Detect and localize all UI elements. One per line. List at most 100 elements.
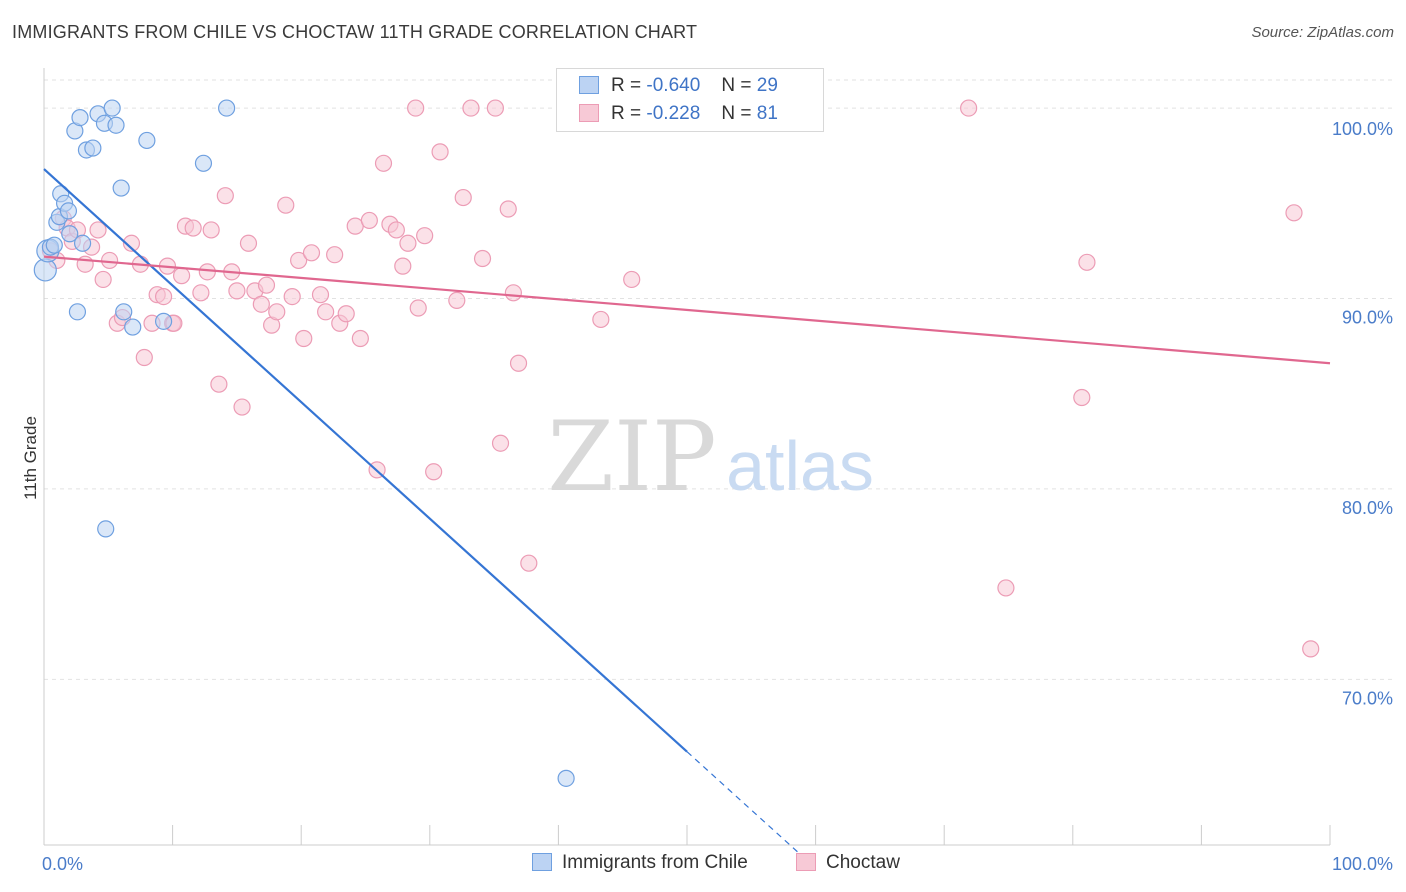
bottom-legend-label-chile: Immigrants from Chile xyxy=(562,852,748,873)
legend-box: R = -0.640 N = 29 R = -0.228 N = 81 xyxy=(556,68,824,132)
choctaw-point xyxy=(228,282,246,300)
chile-point xyxy=(194,154,213,172)
choctaw-point xyxy=(326,246,344,264)
choctaw-point xyxy=(257,276,276,294)
choctaw-point xyxy=(473,249,492,268)
bottom-legend-chile: Immigrants from Chile xyxy=(532,852,748,874)
choctaw-point xyxy=(509,354,528,372)
choctaw-point xyxy=(154,287,173,306)
chile-point xyxy=(73,234,92,252)
choctaw-point xyxy=(1078,253,1096,271)
bottom-legend-choctaw: Choctaw xyxy=(796,852,900,874)
choctaw-point xyxy=(239,234,258,252)
choctaw-point xyxy=(1073,388,1091,407)
choctaw-point xyxy=(486,99,504,117)
choctaw-point xyxy=(425,463,443,481)
chile-point xyxy=(557,769,575,787)
axes xyxy=(43,68,1331,846)
trend-lines xyxy=(43,168,1331,869)
choctaw-point xyxy=(387,221,405,239)
bottom-legend-swatch-chile xyxy=(532,853,552,871)
choctaw-point xyxy=(1285,204,1303,222)
choctaw-point xyxy=(252,295,270,313)
legend-r-value-chile: -0.640 xyxy=(646,75,701,96)
choctaw-point xyxy=(198,263,216,281)
chile-point xyxy=(115,303,133,321)
choctaw-point xyxy=(135,348,153,367)
choctaw-point xyxy=(448,291,466,310)
legend-r-label: R = xyxy=(611,103,642,124)
y-axis-title: 11th Grade xyxy=(21,416,40,500)
grid-lines xyxy=(44,79,1392,680)
choctaw-point xyxy=(504,284,522,302)
bottom-legend-swatch-choctaw xyxy=(796,853,816,871)
legend-n-label: N = xyxy=(721,103,752,124)
choctaw-point xyxy=(409,299,427,317)
choctaw-point xyxy=(399,234,417,252)
legend-n-value-chile: 29 xyxy=(756,75,778,96)
chile-trend-extension xyxy=(686,751,817,869)
choctaw-point xyxy=(202,221,220,239)
bottom-legend-label-choctaw: Choctaw xyxy=(826,852,900,873)
choctaw-point xyxy=(407,99,425,117)
choctaw-point xyxy=(491,434,510,452)
chile-point xyxy=(138,131,156,150)
choctaw-point xyxy=(173,267,191,285)
choctaw-point xyxy=(184,219,202,237)
choctaw-point xyxy=(233,398,251,416)
choctaw-point xyxy=(290,251,308,270)
choctaw-point xyxy=(416,227,434,245)
chile-point xyxy=(103,99,121,117)
choctaw-point xyxy=(268,303,286,321)
choctaw-point xyxy=(210,375,228,393)
choctaw-point xyxy=(960,99,978,117)
choctaw-point xyxy=(122,234,141,252)
legend-r-value-choctaw: -0.228 xyxy=(646,103,701,124)
chile-point xyxy=(61,225,79,243)
y-tick-label: 70.0% xyxy=(1342,688,1393,708)
y-tick-label: 100.0% xyxy=(1332,119,1393,139)
choctaw-point xyxy=(360,211,378,230)
chile-point xyxy=(45,236,63,254)
watermark-zip: ZIP xyxy=(547,401,716,513)
choctaw-point xyxy=(192,284,210,302)
chile-point xyxy=(33,258,57,282)
choctaw-point xyxy=(520,554,538,572)
choctaw-point xyxy=(997,579,1015,597)
legend-swatch-chile xyxy=(579,76,599,94)
series-choctaw-points xyxy=(41,99,1320,658)
chile-point xyxy=(107,116,125,134)
choctaw-point xyxy=(623,270,641,289)
choctaw-point xyxy=(592,310,610,329)
source-label: Source: ZipAtlas.com xyxy=(1251,24,1394,41)
choctaw-point xyxy=(394,257,412,275)
x-tick-label: 100.0% xyxy=(1332,854,1393,874)
chile-point xyxy=(124,318,142,336)
legend-n-value-choctaw: 81 xyxy=(756,103,778,124)
chile-point xyxy=(68,303,87,321)
choctaw-point xyxy=(337,305,355,323)
chart-title: IMMIGRANTS FROM CHILE VS CHOCTAW 11TH GR… xyxy=(12,22,698,42)
choctaw-trend-line xyxy=(43,255,1331,365)
choctaw-point xyxy=(431,143,449,161)
choctaw-point xyxy=(302,244,321,262)
x-tick-label: 0.0% xyxy=(42,854,83,874)
chile-point xyxy=(84,139,102,157)
series-chile-points xyxy=(33,99,575,787)
choctaw-point xyxy=(499,200,517,218)
choctaw-point xyxy=(462,99,480,117)
choctaw-point xyxy=(89,221,107,239)
choctaw-point xyxy=(100,251,119,270)
legend-r-label: R = xyxy=(611,75,642,96)
legend-n-label: N = xyxy=(721,75,752,96)
chile-point xyxy=(112,179,130,197)
watermark-atlas: atlas xyxy=(726,427,874,505)
tick-labels: 100.0% 90.0% 80.0% 70.0% 0.0% 100.0% xyxy=(42,119,1393,874)
choctaw-point xyxy=(317,303,335,321)
chile-point xyxy=(71,109,89,127)
choctaw-point xyxy=(295,329,313,348)
choctaw-point xyxy=(216,187,234,205)
chile-point xyxy=(59,202,78,220)
choctaw-point xyxy=(374,154,393,172)
